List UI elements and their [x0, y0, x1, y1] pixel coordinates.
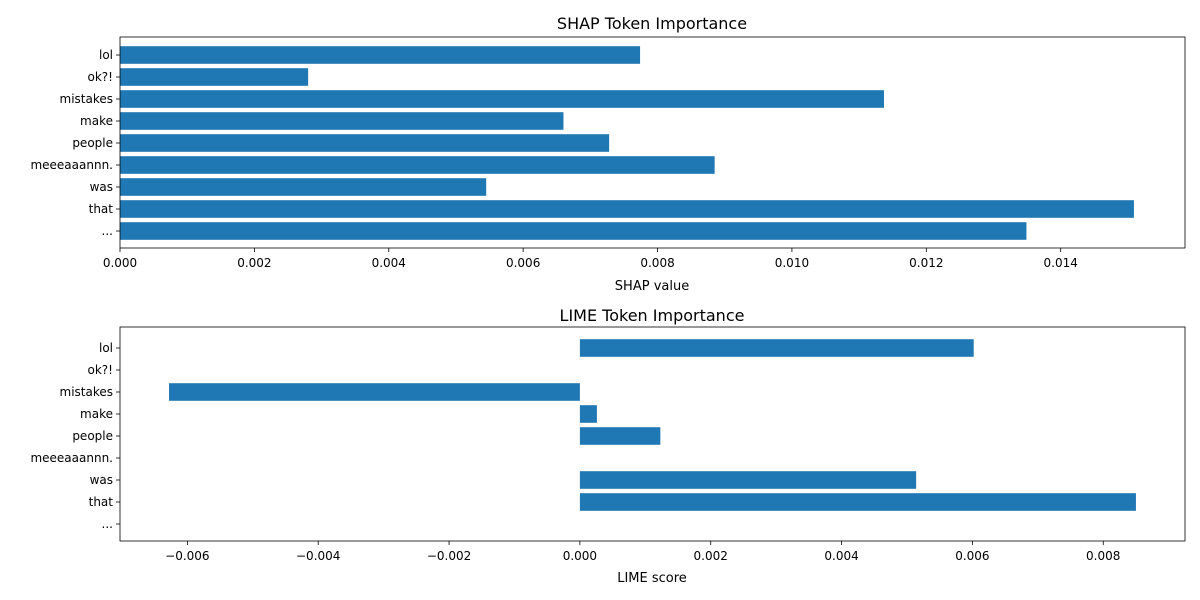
shap-y-tick-label-5: meeeaaannn. — [30, 158, 113, 172]
lime-y-tick-label-3: make — [80, 407, 113, 421]
shap-x-tick-label-1: 0.002 — [237, 256, 271, 270]
shap-x-tick-label-6: 0.012 — [909, 256, 943, 270]
lime-y-tick-label-1: ok?! — [88, 363, 113, 377]
shap-y-tick-label-7: that — [89, 202, 114, 216]
shap-bar-1 — [120, 68, 309, 86]
lime-x-axis: −0.006 −0.004 −0.002 0.000 0.002 0.004 0.006 0.… — [165, 541, 1120, 563]
lime-bars — [169, 339, 1136, 511]
lime-y-tick-label-0: lol — [99, 341, 113, 355]
lime-bar-4 — [579, 427, 661, 445]
shap-y-tick-label-2: mistakes — [60, 92, 114, 106]
lime-x-tick-label-2: −0.002 — [427, 549, 471, 563]
shap-x-tick-label-7: 0.014 — [1044, 256, 1078, 270]
shap-y-tick-label-6: was — [90, 180, 113, 194]
lime-x-tick-label-6: 0.006 — [955, 549, 989, 563]
shap-bar-5 — [120, 156, 715, 174]
shap-y-axis: lol ok?! mistakes make people meeeaaannn. was t… — [30, 48, 120, 238]
lime-x-tick-label-4: 0.002 — [694, 549, 728, 563]
lime-x-tick-label-7: 0.008 — [1086, 549, 1120, 563]
lime-y-tick-label-8: ... — [102, 517, 113, 531]
shap-chart-title: SHAP Token Importance — [557, 14, 747, 33]
shap-x-tick-label-2: 0.004 — [372, 256, 406, 270]
lime-bar-3 — [579, 405, 597, 423]
lime-bar-0 — [579, 339, 974, 357]
lime-y-tick-label-6: was — [90, 473, 113, 487]
lime-x-tick-label-5: 0.004 — [824, 549, 858, 563]
lime-y-axis: lol ok?! mistakes make people meeeaaannn. was t… — [30, 341, 120, 531]
lime-chart-title: LIME Token Importance — [560, 306, 745, 325]
lime-x-tick-label-3: 0.000 — [563, 549, 597, 563]
shap-x-tick-label-5: 0.010 — [775, 256, 809, 270]
lime-y-tick-label-2: mistakes — [60, 385, 114, 399]
shap-x-axis: 0.000 0.002 0.004 0.006 0.008 0.010 0.012 0.014 — [103, 248, 1078, 270]
shap-y-tick-label-0: lol — [99, 48, 113, 62]
lime-x-axis-label: LIME score — [617, 571, 687, 586]
shap-bar-0 — [120, 46, 641, 64]
shap-bar-3 — [120, 112, 564, 130]
shap-y-tick-label-1: ok?! — [88, 70, 113, 84]
shap-y-tick-label-4: people — [72, 136, 113, 150]
lime-bar-2 — [169, 383, 580, 401]
lime-y-tick-label-7: that — [89, 495, 114, 509]
shap-x-axis-label: SHAP value — [615, 279, 689, 294]
shap-x-tick-label-0: 0.000 — [103, 256, 137, 270]
shap-y-tick-label-8: ... — [102, 224, 113, 238]
shap-bar-7 — [120, 200, 1134, 218]
shap-bar-8 — [120, 222, 1027, 240]
lime-plot-frame — [119, 326, 1186, 542]
lime-x-tick-label-0: −0.006 — [165, 549, 209, 563]
shap-y-tick-label-3: make — [80, 114, 113, 128]
shap-x-tick-label-3: 0.006 — [506, 256, 540, 270]
lime-bar-6 — [579, 471, 917, 489]
shap-bars — [120, 46, 1134, 240]
lime-y-tick-label-5: meeeaaannn. — [30, 451, 113, 465]
shap-plot-frame — [119, 36, 1186, 249]
shap-bar-2 — [120, 90, 884, 108]
shap-panel: SHAP Token Importance lol ok?! mistakes mak… — [30, 14, 1186, 294]
shap-x-tick-label-4: 0.008 — [640, 256, 674, 270]
lime-y-tick-label-4: people — [72, 429, 113, 443]
lime-panel: LIME Token Importance lol ok?! mistakes mak… — [30, 306, 1186, 586]
lime-bar-7 — [579, 493, 1136, 511]
lime-x-tick-label-1: −0.004 — [296, 549, 340, 563]
shap-bar-6 — [120, 178, 487, 196]
shap-bar-4 — [120, 134, 610, 152]
